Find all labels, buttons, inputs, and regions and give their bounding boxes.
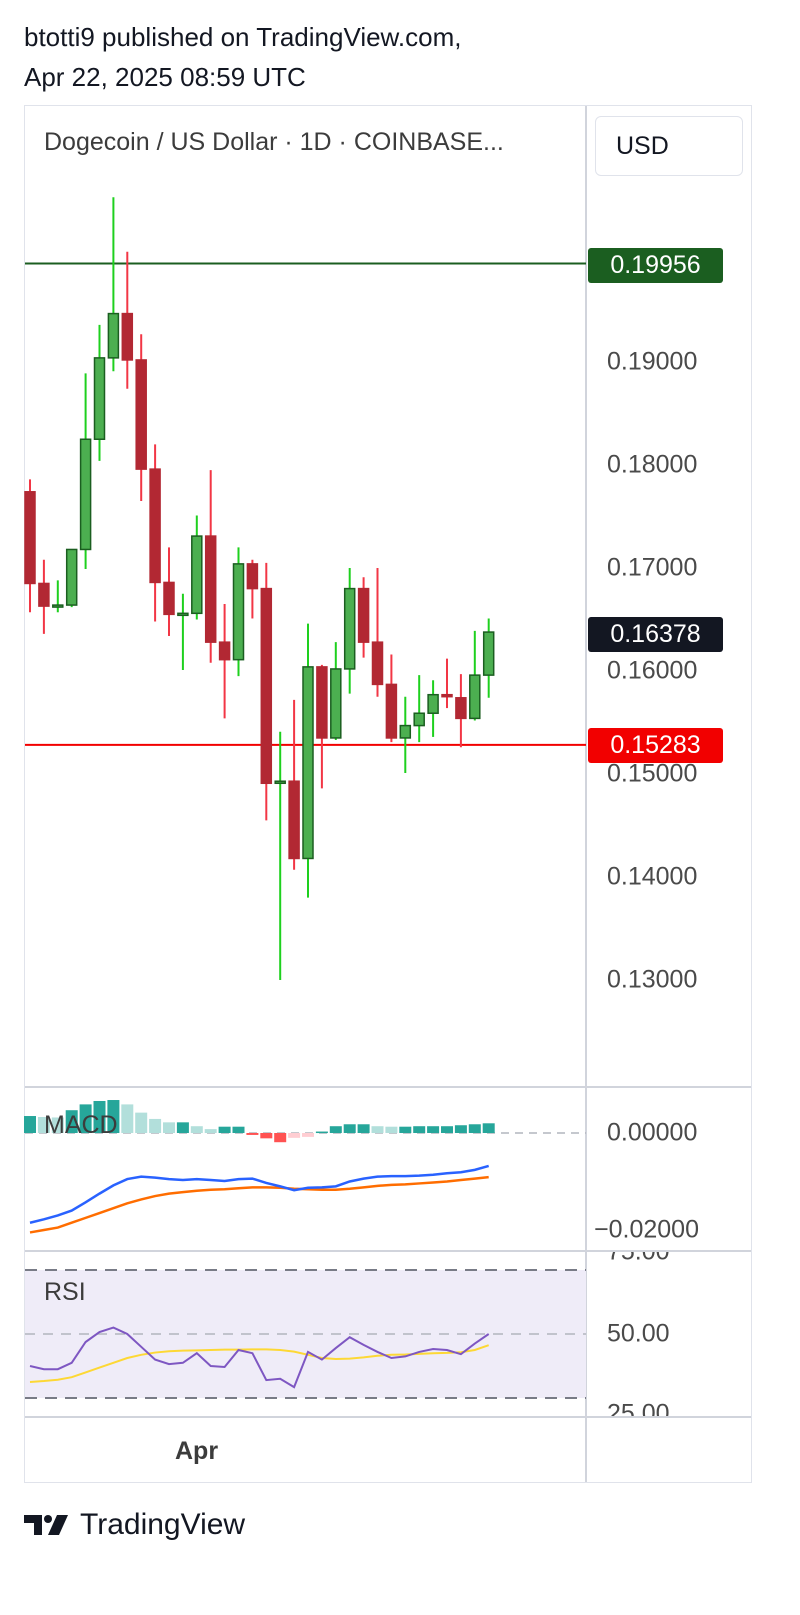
macd-histogram-bar bbox=[135, 1112, 148, 1133]
macd-histogram-bar bbox=[343, 1124, 356, 1133]
resistance-price-label: 0.19956 bbox=[588, 248, 723, 283]
macd-histogram-bar bbox=[385, 1126, 398, 1133]
candle-up bbox=[79, 438, 92, 551]
candle-up bbox=[177, 612, 189, 617]
candle-down bbox=[218, 641, 231, 661]
rsi-tick: 75.00 bbox=[607, 1252, 670, 1267]
macd-histogram-bar bbox=[24, 1116, 36, 1133]
macd-signal-line bbox=[29, 1175, 489, 1234]
candle-down bbox=[135, 359, 147, 470]
macd-histogram-bar bbox=[413, 1126, 426, 1133]
publisher-line: btotti9 published on TradingView.com, bbox=[24, 22, 462, 52]
publish-date: Apr 22, 2025 08:59 UTC bbox=[24, 62, 306, 92]
macd-histogram-bar bbox=[176, 1122, 189, 1133]
candle-up bbox=[65, 548, 78, 606]
macd-histogram-bar bbox=[315, 1131, 328, 1134]
candle-down bbox=[246, 563, 259, 590]
macd-histogram-bar bbox=[51, 1117, 64, 1133]
candle-up bbox=[302, 666, 314, 860]
macd-histogram-bar bbox=[190, 1126, 203, 1133]
macd-histogram-bar bbox=[65, 1110, 78, 1133]
currency-button[interactable]: USD bbox=[595, 116, 743, 176]
macd-histogram-bar bbox=[441, 1126, 453, 1133]
candle-up bbox=[343, 587, 356, 670]
macd-histogram-bar bbox=[218, 1126, 231, 1133]
macd-histogram-bar bbox=[121, 1104, 134, 1133]
macd-histogram-bar bbox=[468, 1124, 481, 1133]
macd-histogram-bar bbox=[427, 1126, 440, 1133]
brand-name: TradingView bbox=[80, 1508, 246, 1541]
macd-histogram-bar bbox=[232, 1126, 245, 1133]
macd-tick: −0.02000 bbox=[594, 1215, 699, 1244]
rsi-tick: 25.00 bbox=[607, 1399, 670, 1417]
price-tick: 0.18000 bbox=[607, 450, 698, 479]
candle-up bbox=[399, 724, 412, 739]
candle-down bbox=[385, 683, 398, 739]
macd-histogram-bar bbox=[302, 1133, 314, 1137]
candle-down bbox=[204, 535, 217, 643]
macd-histogram-bar bbox=[260, 1133, 273, 1139]
candle-up bbox=[482, 631, 495, 676]
candle-down bbox=[357, 587, 370, 643]
candle-up bbox=[274, 780, 286, 785]
candle-up bbox=[93, 357, 106, 441]
candle-down bbox=[455, 697, 467, 720]
macd-histogram-bar bbox=[204, 1129, 217, 1133]
time-tick: Apr bbox=[175, 1437, 219, 1465]
candle-up bbox=[52, 604, 64, 608]
candle-up bbox=[232, 563, 245, 661]
candle-down bbox=[38, 582, 50, 607]
candle-up bbox=[191, 535, 203, 615]
macd-tick: 0.00000 bbox=[607, 1118, 698, 1147]
macd-histogram-bar bbox=[107, 1100, 120, 1133]
macd-histogram-bar bbox=[357, 1124, 370, 1133]
candle-down bbox=[260, 587, 273, 785]
macd-histogram-bar bbox=[482, 1123, 495, 1133]
tradingview-logo[interactable]: TradingView bbox=[24, 1508, 245, 1542]
candle-down bbox=[24, 491, 36, 585]
macd-histogram-bar bbox=[288, 1133, 301, 1138]
rsi-label: RSI bbox=[44, 1278, 86, 1306]
candle-up bbox=[427, 693, 439, 714]
macd-histogram-bar bbox=[371, 1126, 384, 1133]
tradingview-logo-icon bbox=[24, 1515, 68, 1535]
macd-histogram-bar bbox=[329, 1126, 342, 1133]
rsi-line bbox=[29, 1326, 490, 1389]
macd-histogram-bar bbox=[93, 1100, 106, 1133]
macd-histogram-bar bbox=[246, 1133, 259, 1135]
macd-histogram-bar bbox=[274, 1133, 287, 1143]
candle-down bbox=[371, 641, 384, 686]
symbol-title[interactable]: Dogecoin / US Dollar · 1D · COINBASE... bbox=[44, 128, 504, 156]
price-tick: 0.14000 bbox=[607, 862, 698, 891]
price-tick: 0.16000 bbox=[607, 656, 698, 685]
price-tick: 0.19000 bbox=[607, 347, 698, 376]
macd-histogram-bar bbox=[399, 1126, 412, 1133]
price-tick: 0.13000 bbox=[607, 965, 698, 994]
last-price-label: 0.16378 bbox=[588, 617, 723, 652]
rsi-tick: 50.00 bbox=[607, 1319, 670, 1348]
candle-down bbox=[316, 666, 328, 739]
macd-label: MACD bbox=[44, 1111, 118, 1139]
macd-line bbox=[29, 1164, 490, 1224]
chart-frame[interactable] bbox=[24, 105, 752, 1483]
macd-histogram-bar bbox=[163, 1122, 175, 1133]
macd-histogram-bar bbox=[79, 1104, 92, 1133]
support-price-label: 0.15283 bbox=[588, 728, 723, 763]
macd-histogram-bar bbox=[149, 1118, 162, 1133]
candle-up bbox=[413, 712, 425, 727]
candle-down bbox=[149, 468, 161, 584]
candle-up bbox=[107, 312, 120, 359]
macd-histogram-bar bbox=[454, 1125, 467, 1133]
candle-down bbox=[163, 581, 175, 616]
candle-up bbox=[330, 668, 342, 739]
price-tick: 0.17000 bbox=[607, 553, 698, 582]
candle-down bbox=[441, 693, 453, 698]
macd-histogram-bar bbox=[37, 1116, 50, 1133]
candle-down bbox=[121, 312, 134, 361]
candle-down bbox=[288, 780, 300, 860]
candle-up bbox=[469, 674, 481, 720]
price-tick: 0.15000 bbox=[607, 759, 698, 788]
